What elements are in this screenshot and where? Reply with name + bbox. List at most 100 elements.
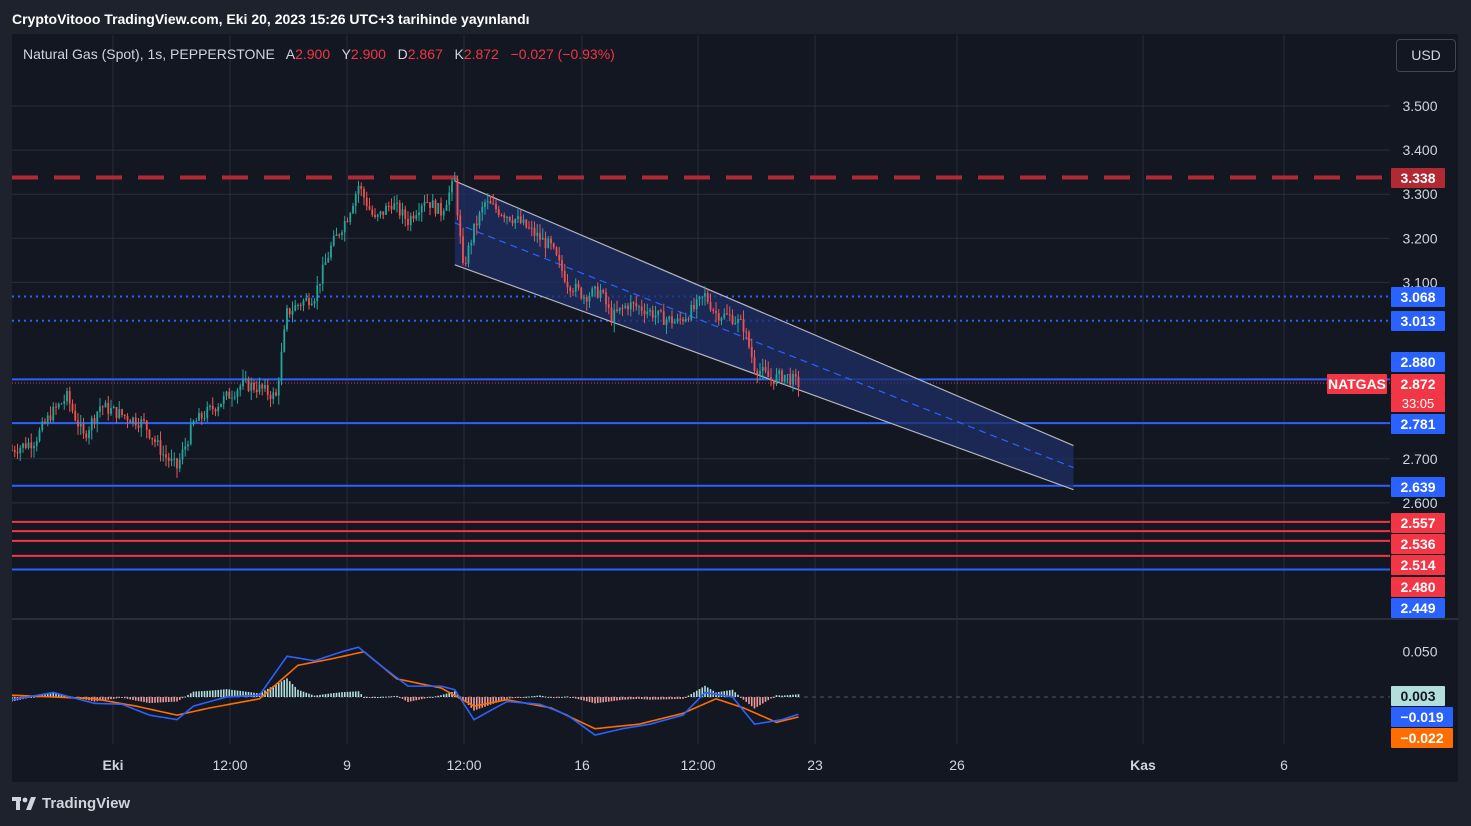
- candle-body: [145, 420, 148, 430]
- candle-body: [297, 304, 299, 306]
- candle-body: [79, 423, 82, 427]
- candle-body: [151, 437, 154, 440]
- level-label-bg: [1391, 414, 1445, 434]
- price-tick-label: 3.500: [1402, 98, 1437, 114]
- macd-histogram-bar: [225, 689, 228, 697]
- time-tick-label: 26: [949, 757, 965, 773]
- macd-histogram-bar: [767, 697, 770, 701]
- macd-histogram-bar: [371, 697, 374, 698]
- candle-body: [286, 308, 288, 330]
- macd-histogram-bar: [748, 697, 750, 705]
- candle-body: [52, 406, 55, 421]
- candle-body: [481, 206, 484, 213]
- footer-brand[interactable]: TradingView: [12, 795, 130, 812]
- candles: [12, 171, 800, 478]
- macd-histogram-bar: [368, 697, 371, 698]
- candle-body: [629, 302, 632, 310]
- macd-histogram-bar: [269, 687, 272, 697]
- time-tick-label: 12:00: [680, 757, 715, 773]
- price-tick-label: 3.400: [1402, 142, 1437, 158]
- chart-area[interactable]: [12, 34, 1458, 782]
- macd-histogram-bar: [764, 697, 767, 702]
- macd-histogram-bar: [695, 690, 698, 697]
- macd-histogram-bar: [489, 697, 492, 705]
- candle-body: [22, 443, 24, 448]
- macd-histogram-bar: [750, 697, 753, 707]
- macd-histogram-bar: [665, 697, 668, 700]
- candle-body: [753, 357, 756, 371]
- macd-histogram-bar: [200, 691, 203, 697]
- candle-body: [423, 202, 426, 206]
- macd-histogram-bar: [189, 693, 192, 697]
- candle-body: [247, 378, 250, 391]
- candle-body: [231, 397, 233, 399]
- candle-body: [418, 212, 420, 216]
- candle-body: [475, 223, 478, 226]
- change-value: −0.027 (−0.93%): [510, 46, 615, 62]
- candle-body: [453, 178, 456, 182]
- candle-body: [280, 351, 283, 381]
- symbol-legend[interactable]: Natural Gas (Spot), 1s, PEPPERSTONE A2.9…: [23, 46, 615, 62]
- candle-body: [90, 418, 93, 431]
- time-tick-label: Kas: [1130, 757, 1156, 773]
- candle-body: [530, 227, 533, 229]
- macd-histogram-bar: [602, 697, 605, 703]
- macd-histogram-bar: [635, 697, 638, 699]
- currency-button[interactable]: USD: [1396, 39, 1456, 72]
- macd-histogram-bar: [533, 695, 536, 697]
- candle-body: [143, 419, 145, 421]
- candle-body: [610, 307, 613, 323]
- candle-body: [649, 310, 651, 312]
- candle-body: [588, 296, 591, 302]
- candle-body: [319, 283, 321, 286]
- macd-histogram-bar: [335, 692, 338, 697]
- macd-histogram-bar: [299, 690, 302, 697]
- macd-histogram-bar: [547, 697, 550, 698]
- candle-body: [132, 417, 134, 423]
- close-value: 2.872: [463, 46, 499, 62]
- macd-histogram-bar: [220, 689, 222, 697]
- candle-body: [794, 373, 797, 377]
- macd-histogram-bar: [440, 695, 442, 697]
- candle-body: [489, 201, 492, 204]
- candle-body: [470, 242, 473, 246]
- candle-body: [654, 315, 657, 318]
- macd-histogram-bar: [363, 697, 365, 698]
- candle-body: [308, 297, 310, 306]
- candle-body: [225, 391, 228, 397]
- candle-body: [316, 285, 319, 302]
- candle-body: [668, 316, 671, 320]
- candle-body: [646, 311, 649, 315]
- macd-histogram-bar: [332, 693, 335, 697]
- candle-body: [24, 443, 27, 448]
- macd-histogram-bar: [671, 697, 673, 700]
- macd-histogram-bar: [233, 690, 236, 697]
- candle-body: [462, 236, 464, 263]
- level-label-bg: [1391, 598, 1445, 618]
- macd-histogram-bar: [173, 697, 176, 702]
- candle-body: [745, 331, 748, 333]
- candle-body: [506, 216, 508, 218]
- candle-body: [195, 420, 198, 422]
- candle-body: [440, 203, 442, 216]
- macd-tick-label: 0.050: [1402, 644, 1437, 660]
- macd-histogram-bar: [734, 692, 737, 697]
- candle-body: [555, 247, 558, 255]
- level-label-bg: [1391, 555, 1445, 575]
- macd-histogram-bar: [390, 696, 393, 698]
- macd-histogram-bar: [250, 692, 253, 697]
- candle-body: [665, 319, 668, 325]
- symbol-name: Natural Gas (Spot), 1s, PEPPERSTONE: [23, 46, 275, 62]
- macd-histogram-bar: [121, 697, 123, 698]
- candle-body: [228, 391, 231, 399]
- macd-histogram-bar: [426, 697, 429, 699]
- candle-body: [726, 313, 728, 315]
- macd-histogram-bar: [742, 697, 745, 700]
- time-tick-label: 6: [1280, 757, 1288, 773]
- candle-body: [376, 214, 379, 217]
- macd-histogram-bar: [55, 693, 57, 697]
- macd-histogram-bar: [321, 694, 324, 697]
- macd-histogram-bar: [789, 694, 792, 697]
- macd-histogram-bar: [104, 697, 107, 700]
